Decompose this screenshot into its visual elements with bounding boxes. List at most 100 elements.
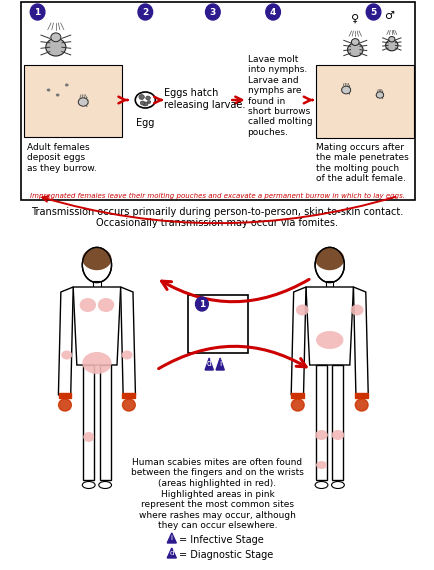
Text: ♀: ♀ [350, 14, 358, 24]
Ellipse shape [46, 38, 66, 56]
Ellipse shape [82, 248, 111, 270]
Text: Lavae molt
into nymphs.
Larvae and
nymphs are
found in
short burrows
called molt: Lavae molt into nymphs. Larvae and nymph… [247, 55, 312, 137]
Ellipse shape [385, 40, 397, 51]
Circle shape [30, 4, 45, 20]
Ellipse shape [135, 92, 155, 108]
Ellipse shape [46, 88, 50, 92]
Circle shape [138, 4, 152, 20]
Ellipse shape [83, 432, 94, 442]
Ellipse shape [341, 86, 350, 94]
Text: 2: 2 [142, 8, 148, 17]
Polygon shape [216, 358, 224, 370]
Polygon shape [167, 533, 176, 543]
Ellipse shape [347, 43, 362, 56]
Ellipse shape [314, 248, 344, 270]
Bar [93, 281, 100, 289]
Bar [59, 393, 71, 398]
Text: Eggs hatch
releasing larvae.: Eggs hatch releasing larvae. [163, 88, 244, 109]
Text: 1: 1 [34, 8, 41, 17]
Ellipse shape [314, 430, 327, 440]
Polygon shape [167, 548, 176, 558]
Ellipse shape [214, 321, 220, 328]
Polygon shape [290, 287, 305, 395]
Ellipse shape [145, 96, 150, 100]
Bar [291, 393, 303, 398]
Ellipse shape [98, 298, 114, 312]
Circle shape [365, 4, 380, 20]
Text: Occasionally transmission may occur via fomites.: Occasionally transmission may occur via … [96, 218, 338, 228]
Circle shape [265, 4, 280, 20]
Ellipse shape [295, 304, 308, 316]
Polygon shape [316, 365, 326, 480]
Text: Highlighted areas in pink
represent the most common sites
where rashes may occur: Highlighted areas in pink represent the … [139, 490, 295, 530]
FancyArrowPatch shape [161, 279, 309, 302]
Ellipse shape [331, 430, 344, 440]
Ellipse shape [388, 36, 394, 42]
Text: Adult females
deposit eggs
as they burrow.: Adult females deposit eggs as they burro… [26, 143, 96, 173]
Text: 4: 4 [270, 8, 276, 17]
Ellipse shape [122, 399, 135, 411]
Bar [326, 281, 332, 289]
Ellipse shape [99, 482, 111, 488]
Ellipse shape [82, 482, 95, 488]
Ellipse shape [316, 331, 342, 349]
Polygon shape [99, 365, 110, 480]
Ellipse shape [56, 93, 59, 96]
Bar [188, 295, 247, 353]
Bar [122, 393, 135, 398]
Ellipse shape [82, 247, 111, 283]
Ellipse shape [78, 98, 88, 106]
Ellipse shape [314, 482, 327, 488]
Ellipse shape [314, 247, 344, 283]
FancyArrowPatch shape [42, 196, 395, 223]
Ellipse shape [351, 39, 358, 46]
Text: Mating occurs after
the male penetrates
the molting pouch
of the adult female.: Mating occurs after the male penetrates … [316, 143, 408, 183]
Ellipse shape [61, 351, 72, 360]
Ellipse shape [59, 399, 71, 411]
Ellipse shape [79, 298, 96, 312]
Text: d: d [169, 550, 174, 556]
Text: Egg: Egg [136, 118, 154, 128]
Polygon shape [58, 287, 73, 395]
Circle shape [205, 4, 220, 20]
Bar [21, 2, 414, 200]
Bar [316, 65, 413, 138]
Text: 1: 1 [198, 300, 204, 309]
FancyArrowPatch shape [158, 347, 306, 369]
Text: i: i [219, 359, 221, 368]
Text: ♂: ♂ [383, 11, 393, 21]
Ellipse shape [355, 399, 367, 411]
Text: d: d [206, 359, 211, 368]
Text: i: i [171, 535, 172, 541]
Ellipse shape [210, 325, 224, 337]
Ellipse shape [147, 100, 151, 104]
Ellipse shape [316, 461, 326, 469]
Ellipse shape [140, 101, 145, 105]
Ellipse shape [375, 92, 383, 98]
Text: 3: 3 [209, 8, 216, 17]
Text: Human scabies mites are often found
between the fingers and on the wrists
(areas: Human scabies mites are often found betw… [131, 458, 303, 488]
Ellipse shape [51, 33, 61, 42]
Polygon shape [120, 287, 135, 395]
Ellipse shape [121, 351, 132, 360]
Text: 5: 5 [370, 8, 376, 17]
Ellipse shape [65, 83, 69, 87]
Bar [24, 65, 122, 137]
Polygon shape [305, 287, 353, 365]
Ellipse shape [350, 304, 363, 316]
Text: = Infective Stage: = Infective Stage [179, 535, 263, 545]
Polygon shape [205, 358, 213, 370]
Ellipse shape [331, 482, 344, 488]
Ellipse shape [291, 399, 303, 411]
Polygon shape [83, 365, 94, 480]
Text: = Diagnostic Stage: = Diagnostic Stage [179, 550, 273, 560]
Circle shape [195, 297, 208, 311]
Ellipse shape [82, 352, 111, 374]
Polygon shape [73, 287, 120, 365]
Polygon shape [332, 365, 342, 480]
Bar [355, 393, 367, 398]
Text: Impregnated females leave their molting pouches and excavate a permanent burrow : Impregnated females leave their molting … [30, 193, 404, 199]
Text: Transmission occurs primarily during person-to-person, skin-to-skin contact.: Transmission occurs primarily during per… [31, 207, 403, 217]
Polygon shape [353, 287, 368, 395]
Ellipse shape [138, 95, 144, 100]
